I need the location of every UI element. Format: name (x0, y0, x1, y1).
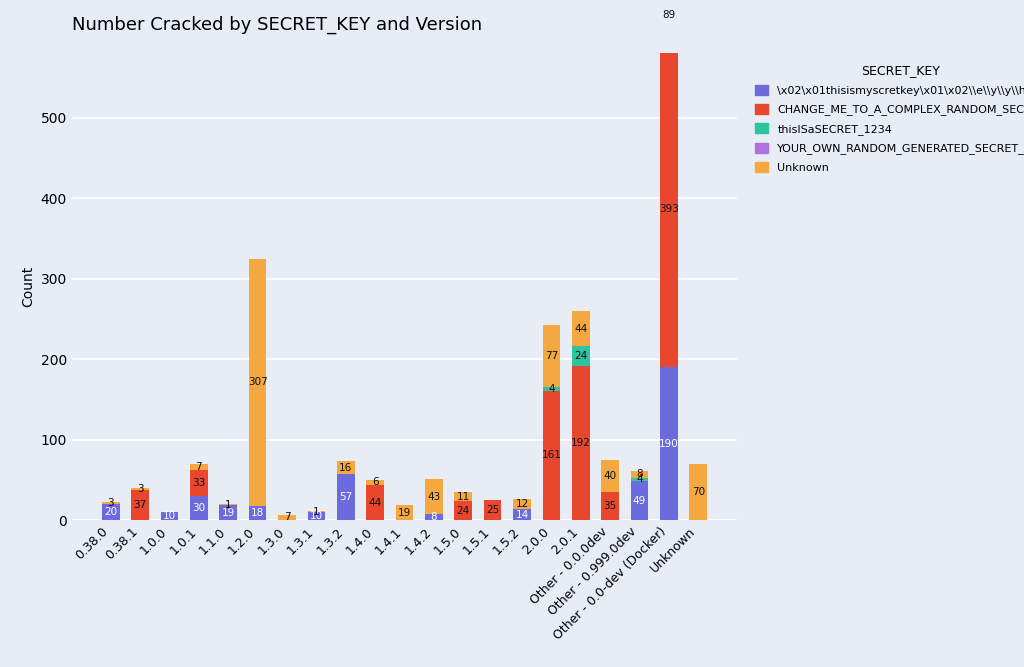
Bar (631, 471, 648, 478)
Text: 43: 43 (427, 492, 440, 502)
Bar (543, 325, 560, 388)
Text: 11: 11 (457, 492, 470, 502)
Text: 393: 393 (658, 204, 679, 214)
Text: 8: 8 (636, 470, 643, 480)
Bar (102, 504, 120, 520)
Bar (543, 388, 560, 391)
Text: 7: 7 (284, 512, 290, 522)
Text: 44: 44 (369, 498, 382, 508)
Text: 24: 24 (574, 351, 588, 361)
Text: 1: 1 (225, 500, 231, 510)
Bar (337, 462, 354, 474)
Text: 8: 8 (430, 512, 437, 522)
Bar (425, 514, 442, 520)
Y-axis label: Count: Count (20, 266, 35, 307)
Text: 70: 70 (691, 487, 705, 497)
Bar (660, 51, 678, 368)
Bar (367, 480, 384, 485)
Bar (395, 505, 414, 520)
Text: 18: 18 (251, 508, 264, 518)
Bar (513, 509, 530, 520)
Text: 6: 6 (372, 478, 379, 488)
Text: 25: 25 (486, 505, 500, 515)
Bar (219, 504, 237, 505)
Text: 4: 4 (548, 384, 555, 394)
Bar (219, 505, 237, 520)
Text: 44: 44 (574, 323, 588, 334)
Text: 10: 10 (310, 511, 323, 521)
Text: 16: 16 (339, 463, 352, 473)
Text: 1: 1 (313, 507, 319, 517)
Text: 3: 3 (137, 484, 143, 494)
Text: 192: 192 (570, 438, 591, 448)
Bar (279, 515, 296, 520)
Bar (455, 501, 472, 520)
Text: 14: 14 (515, 510, 528, 520)
Text: 12: 12 (515, 499, 528, 509)
Text: 4: 4 (636, 474, 643, 484)
Text: 7: 7 (196, 462, 202, 472)
Bar (102, 502, 120, 504)
Bar (660, 368, 678, 520)
Text: 3: 3 (108, 498, 114, 508)
Bar (161, 512, 178, 520)
Text: 10: 10 (163, 511, 176, 521)
Legend: \x02\x01thisismyscretkey\x01\x02\\e\\y\\y\\h, CHANGE_ME_TO_A_COMPLEX_RANDOM_SECR: \x02\x01thisismyscretkey\x01\x02\\e\\y\\… (750, 59, 1024, 179)
Bar (190, 496, 208, 520)
Text: 57: 57 (339, 492, 352, 502)
Text: 24: 24 (457, 506, 470, 516)
Bar (513, 500, 530, 509)
Bar (249, 259, 266, 506)
Bar (572, 366, 590, 520)
Text: 49: 49 (633, 496, 646, 506)
Bar (631, 481, 648, 520)
Bar (455, 492, 472, 501)
Bar (190, 470, 208, 496)
Text: 37: 37 (133, 500, 146, 510)
Bar (131, 488, 148, 490)
Bar (190, 464, 208, 470)
Bar (367, 485, 384, 520)
Bar (689, 464, 707, 520)
Text: 20: 20 (104, 507, 118, 517)
Text: 161: 161 (542, 450, 561, 460)
Bar (572, 311, 590, 346)
Text: 307: 307 (248, 378, 267, 388)
Bar (425, 479, 442, 514)
Bar (249, 506, 266, 520)
Bar (337, 474, 354, 520)
Bar (601, 492, 618, 520)
Text: Number Cracked by SECRET_KEY and Version: Number Cracked by SECRET_KEY and Version (72, 16, 482, 35)
Text: 190: 190 (659, 439, 679, 449)
Text: 77: 77 (545, 352, 558, 362)
Bar (307, 512, 326, 520)
Text: 30: 30 (193, 503, 206, 513)
Text: 40: 40 (603, 471, 616, 481)
Bar (660, 0, 678, 51)
Bar (131, 490, 148, 520)
Bar (483, 500, 502, 520)
Text: 19: 19 (221, 508, 234, 518)
Text: 89: 89 (663, 10, 676, 20)
Bar (543, 391, 560, 520)
Text: 35: 35 (603, 501, 616, 511)
Bar (572, 346, 590, 366)
Bar (631, 478, 648, 481)
Text: 33: 33 (193, 478, 206, 488)
Text: 19: 19 (398, 508, 411, 518)
Bar (601, 460, 618, 492)
